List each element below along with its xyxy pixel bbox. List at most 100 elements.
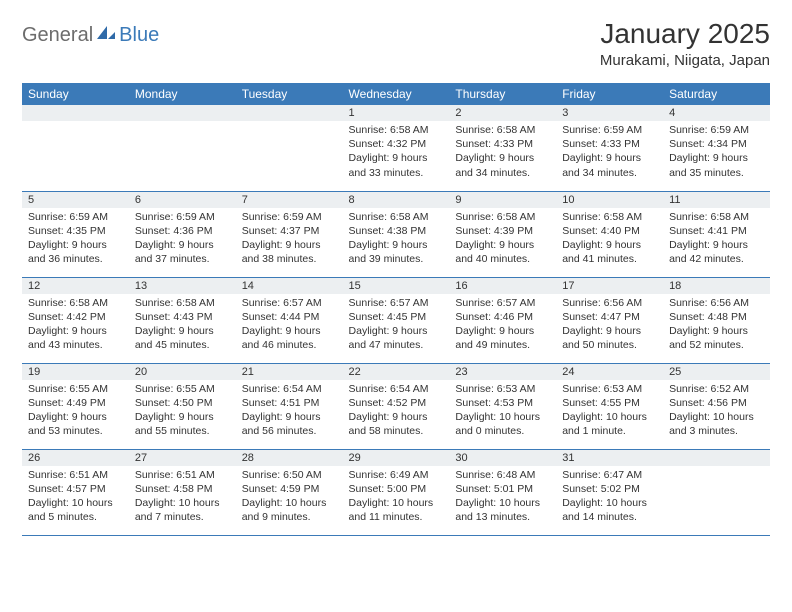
calendar-cell: [22, 105, 129, 191]
day-data: Sunrise: 6:58 AMSunset: 4:42 PMDaylight:…: [22, 294, 129, 357]
sunset-text: Sunset: 5:02 PM: [562, 482, 657, 496]
sunrise-text: Sunrise: 6:56 AM: [562, 296, 657, 310]
day-number: 3: [556, 105, 663, 121]
day-number: 5: [22, 192, 129, 208]
daylight-text-1: Daylight: 9 hours: [669, 238, 764, 252]
calendar-cell: 6Sunrise: 6:59 AMSunset: 4:36 PMDaylight…: [129, 191, 236, 277]
daylight-text-1: Daylight: 9 hours: [455, 324, 550, 338]
sunrise-text: Sunrise: 6:48 AM: [455, 468, 550, 482]
day-data: Sunrise: 6:51 AMSunset: 4:57 PMDaylight:…: [22, 466, 129, 529]
sunset-text: Sunset: 4:38 PM: [349, 224, 444, 238]
day-number: 7: [236, 192, 343, 208]
day-number: 2: [449, 105, 556, 121]
sunset-text: Sunset: 4:58 PM: [135, 482, 230, 496]
day-number: 24: [556, 364, 663, 380]
daylight-text-1: Daylight: 9 hours: [669, 151, 764, 165]
calendar-cell: 24Sunrise: 6:53 AMSunset: 4:55 PMDayligh…: [556, 363, 663, 449]
sunset-text: Sunset: 4:51 PM: [242, 396, 337, 410]
sunset-text: Sunset: 4:42 PM: [28, 310, 123, 324]
sunrise-text: Sunrise: 6:54 AM: [242, 382, 337, 396]
day-number: 27: [129, 450, 236, 466]
day-number: 16: [449, 278, 556, 294]
calendar-cell: 15Sunrise: 6:57 AMSunset: 4:45 PMDayligh…: [343, 277, 450, 363]
daylight-text-2: and 36 minutes.: [28, 252, 123, 266]
sunrise-text: Sunrise: 6:58 AM: [455, 123, 550, 137]
daylight-text-1: Daylight: 10 hours: [242, 496, 337, 510]
sunset-text: Sunset: 4:46 PM: [455, 310, 550, 324]
daylight-text-2: and 52 minutes.: [669, 338, 764, 352]
day-data: Sunrise: 6:59 AMSunset: 4:33 PMDaylight:…: [556, 121, 663, 184]
day-data: Sunrise: 6:54 AMSunset: 4:51 PMDaylight:…: [236, 380, 343, 443]
sunrise-text: Sunrise: 6:59 AM: [669, 123, 764, 137]
calendar-cell: 20Sunrise: 6:55 AMSunset: 4:50 PMDayligh…: [129, 363, 236, 449]
sunset-text: Sunset: 4:56 PM: [669, 396, 764, 410]
sunset-text: Sunset: 4:39 PM: [455, 224, 550, 238]
day-data: Sunrise: 6:55 AMSunset: 4:50 PMDaylight:…: [129, 380, 236, 443]
day-number: 25: [663, 364, 770, 380]
daylight-text-1: Daylight: 9 hours: [242, 410, 337, 424]
calendar-cell: 17Sunrise: 6:56 AMSunset: 4:47 PMDayligh…: [556, 277, 663, 363]
sunset-text: Sunset: 4:57 PM: [28, 482, 123, 496]
daylight-text-1: Daylight: 9 hours: [349, 151, 444, 165]
daylight-text-2: and 35 minutes.: [669, 166, 764, 180]
calendar-cell: 9Sunrise: 6:58 AMSunset: 4:39 PMDaylight…: [449, 191, 556, 277]
daylight-text-2: and 9 minutes.: [242, 510, 337, 524]
day-data: Sunrise: 6:58 AMSunset: 4:38 PMDaylight:…: [343, 208, 450, 271]
day-data: [236, 121, 343, 127]
daylight-text-2: and 46 minutes.: [242, 338, 337, 352]
sunrise-text: Sunrise: 6:50 AM: [242, 468, 337, 482]
day-data: Sunrise: 6:53 AMSunset: 4:55 PMDaylight:…: [556, 380, 663, 443]
sunset-text: Sunset: 4:49 PM: [28, 396, 123, 410]
day-data: Sunrise: 6:54 AMSunset: 4:52 PMDaylight:…: [343, 380, 450, 443]
day-header-row: Sunday Monday Tuesday Wednesday Thursday…: [22, 83, 770, 105]
sunset-text: Sunset: 5:00 PM: [349, 482, 444, 496]
sunrise-text: Sunrise: 6:55 AM: [28, 382, 123, 396]
day-number: 22: [343, 364, 450, 380]
daylight-text-1: Daylight: 9 hours: [562, 238, 657, 252]
calendar-cell: 31Sunrise: 6:47 AMSunset: 5:02 PMDayligh…: [556, 449, 663, 535]
sunset-text: Sunset: 4:35 PM: [28, 224, 123, 238]
daylight-text-1: Daylight: 9 hours: [455, 151, 550, 165]
calendar-cell: 7Sunrise: 6:59 AMSunset: 4:37 PMDaylight…: [236, 191, 343, 277]
calendar-week-row: 26Sunrise: 6:51 AMSunset: 4:57 PMDayligh…: [22, 449, 770, 535]
day-number: 14: [236, 278, 343, 294]
daylight-text-1: Daylight: 9 hours: [455, 238, 550, 252]
calendar-cell: 13Sunrise: 6:58 AMSunset: 4:43 PMDayligh…: [129, 277, 236, 363]
day-number: 31: [556, 450, 663, 466]
calendar-cell: 22Sunrise: 6:54 AMSunset: 4:52 PMDayligh…: [343, 363, 450, 449]
sunset-text: Sunset: 4:55 PM: [562, 396, 657, 410]
day-data: Sunrise: 6:59 AMSunset: 4:36 PMDaylight:…: [129, 208, 236, 271]
calendar-cell: 29Sunrise: 6:49 AMSunset: 5:00 PMDayligh…: [343, 449, 450, 535]
daylight-text-2: and 33 minutes.: [349, 166, 444, 180]
day-number: 21: [236, 364, 343, 380]
day-data: Sunrise: 6:49 AMSunset: 5:00 PMDaylight:…: [343, 466, 450, 529]
sunrise-text: Sunrise: 6:57 AM: [349, 296, 444, 310]
calendar-cell: 8Sunrise: 6:58 AMSunset: 4:38 PMDaylight…: [343, 191, 450, 277]
day-data: Sunrise: 6:58 AMSunset: 4:40 PMDaylight:…: [556, 208, 663, 271]
calendar-cell: 26Sunrise: 6:51 AMSunset: 4:57 PMDayligh…: [22, 449, 129, 535]
day-data: Sunrise: 6:57 AMSunset: 4:46 PMDaylight:…: [449, 294, 556, 357]
daylight-text-2: and 0 minutes.: [455, 424, 550, 438]
daylight-text-1: Daylight: 9 hours: [28, 324, 123, 338]
daylight-text-1: Daylight: 9 hours: [669, 324, 764, 338]
sunrise-text: Sunrise: 6:57 AM: [242, 296, 337, 310]
day-number: [663, 450, 770, 466]
sunrise-text: Sunrise: 6:58 AM: [349, 123, 444, 137]
calendar-cell: 19Sunrise: 6:55 AMSunset: 4:49 PMDayligh…: [22, 363, 129, 449]
daylight-text-1: Daylight: 9 hours: [28, 238, 123, 252]
day-data: Sunrise: 6:58 AMSunset: 4:39 PMDaylight:…: [449, 208, 556, 271]
day-number: 28: [236, 450, 343, 466]
sunrise-text: Sunrise: 6:58 AM: [669, 210, 764, 224]
logo-text-blue: Blue: [119, 24, 159, 47]
day-number: 10: [556, 192, 663, 208]
day-number: 1: [343, 105, 450, 121]
daylight-text-1: Daylight: 10 hours: [135, 496, 230, 510]
sunrise-text: Sunrise: 6:51 AM: [28, 468, 123, 482]
daylight-text-2: and 42 minutes.: [669, 252, 764, 266]
day-data: [129, 121, 236, 127]
sunrise-text: Sunrise: 6:58 AM: [562, 210, 657, 224]
calendar-week-row: 12Sunrise: 6:58 AMSunset: 4:42 PMDayligh…: [22, 277, 770, 363]
day-data: Sunrise: 6:56 AMSunset: 4:48 PMDaylight:…: [663, 294, 770, 357]
calendar-cell: 10Sunrise: 6:58 AMSunset: 4:40 PMDayligh…: [556, 191, 663, 277]
sunrise-text: Sunrise: 6:52 AM: [669, 382, 764, 396]
